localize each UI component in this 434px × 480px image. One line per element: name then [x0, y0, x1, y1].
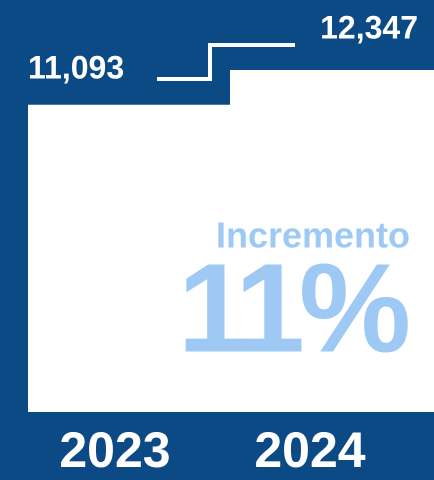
bar — [230, 70, 434, 412]
increment-value: 11% — [178, 237, 408, 378]
category-label: 2023 — [59, 422, 170, 478]
category-label: 2024 — [254, 422, 365, 478]
connector — [157, 43, 295, 81]
increment-label: Incremento — [216, 215, 410, 256]
value-label: 12,347 — [320, 9, 418, 45]
bar — [28, 104, 230, 412]
value-label: 11,093 — [28, 49, 124, 85]
